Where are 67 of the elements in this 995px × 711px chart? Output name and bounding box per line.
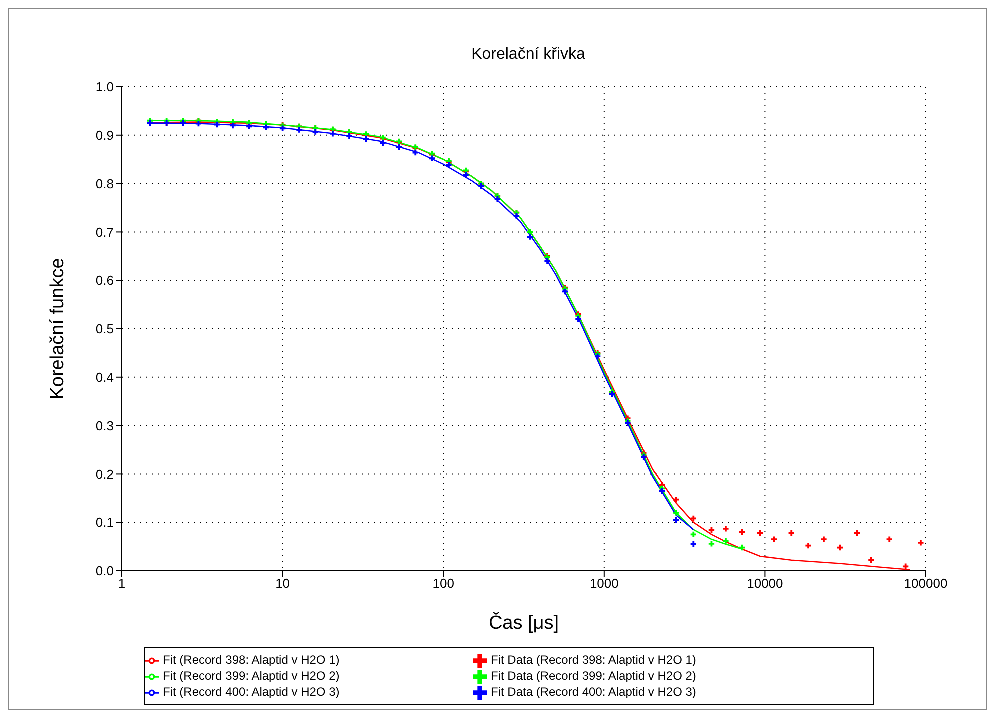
point [673, 510, 680, 516]
x-tick-label: 1 [118, 576, 126, 592]
y-tick-label: 0.7 [96, 224, 114, 240]
point [723, 538, 729, 544]
point [312, 129, 318, 135]
point [673, 497, 680, 503]
point [690, 532, 697, 538]
point [544, 258, 550, 264]
legend-label: Fit (Record 400: Alaptid v H2O 3) [163, 684, 341, 700]
point [280, 126, 286, 132]
point [380, 140, 386, 146]
point [902, 564, 909, 570]
point [690, 516, 697, 522]
legend-label: Fit Data (Record 400: Alaptid v H2O 3) [491, 684, 698, 700]
point [246, 124, 252, 130]
y-tick-label: 0.5 [96, 322, 114, 337]
x-tick-label: 100000 [904, 576, 948, 592]
point [527, 234, 534, 240]
y-tick-label: 0.9 [96, 128, 114, 144]
point [396, 144, 402, 150]
y-tick-label: 1.0 [96, 80, 114, 95]
y-tick-label: 0.6 [96, 273, 114, 288]
chart-title: Korelační křivka [472, 46, 586, 63]
point [330, 131, 336, 137]
point [758, 530, 764, 536]
point [214, 122, 220, 128]
point [296, 127, 302, 133]
legend-label: Fit (Record 398: Alaptid v H2O 1) [163, 652, 341, 668]
x-tick-label: 100 [432, 576, 454, 592]
point [673, 517, 680, 524]
point [821, 536, 827, 542]
point [659, 488, 666, 494]
point [641, 454, 647, 460]
point [625, 420, 631, 426]
y-tick-label: 0.2 [96, 466, 114, 482]
point [478, 183, 484, 190]
x-tick-label: 10 [276, 576, 290, 592]
point [690, 542, 697, 548]
x-tick-label: 10000 [747, 576, 784, 592]
point [739, 544, 746, 551]
point [739, 529, 746, 536]
point [723, 526, 729, 532]
y-tick-label: 0.1 [96, 515, 114, 530]
legend-label: Fit (Record 399: Alaptid v H2O 2) [163, 668, 341, 684]
point [363, 136, 370, 142]
point [609, 391, 616, 398]
point [346, 134, 352, 140]
point [806, 542, 812, 549]
y-tick-label: 0.0 [96, 564, 114, 579]
point [412, 150, 418, 156]
y-tick-label: 0.8 [96, 176, 114, 192]
y-axis-title: Korelační funkce [48, 258, 69, 400]
legend-label: Fit Data (Record 399: Alaptid v H2O 2) [491, 668, 698, 684]
y-tick-label: 0.3 [96, 418, 114, 434]
y-tick-label: 0.4 [96, 370, 114, 386]
point [788, 530, 794, 536]
x-tick-label: 1000 [590, 576, 619, 592]
legend-label: Fit Data (Record 398: Alaptid v H2O 1) [491, 652, 698, 668]
point [429, 156, 436, 162]
point [576, 316, 582, 322]
x-axis-title: Čas [μs] [488, 612, 560, 634]
point [263, 124, 270, 130]
point [854, 530, 860, 536]
point [886, 536, 892, 542]
point [230, 122, 236, 129]
point [772, 536, 778, 542]
point [446, 162, 452, 168]
